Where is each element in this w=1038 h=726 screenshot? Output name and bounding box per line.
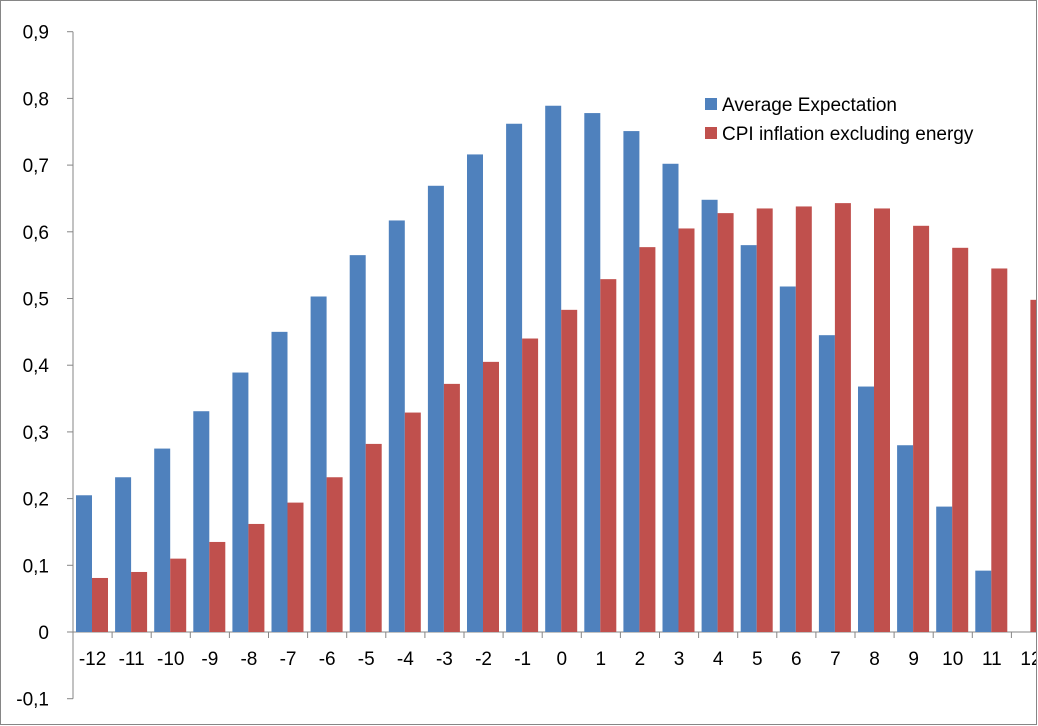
x-tick-label: -10: [157, 649, 184, 670]
y-tick-label: 0,9: [23, 23, 49, 44]
bar-series-2: [561, 309, 578, 632]
x-tick-label: 11: [982, 649, 1002, 670]
y-tick-label: 0,8: [23, 89, 49, 110]
bar-series-2: [639, 247, 656, 633]
bar-series-2: [600, 279, 617, 632]
x-tick-label: 9: [908, 649, 919, 670]
bar-series-2: [404, 412, 421, 632]
legend-label: Average Expectation: [722, 95, 897, 116]
y-tick-label: 0,3: [23, 423, 49, 444]
bar-series-1: [740, 245, 757, 632]
bar-series-1: [701, 199, 718, 632]
bar-series-1: [779, 286, 796, 632]
y-axis: -0,1 0 0,1 0,2 0,3 0,4 0,5 0,6 0,7 0,8 0,9: [16, 23, 74, 711]
x-tick-label: 0: [556, 649, 567, 670]
bar-series-1: [545, 105, 562, 632]
x-tick-label: 2: [635, 649, 646, 670]
x-tick-label: 5: [752, 649, 763, 670]
bar-series-2: [834, 203, 851, 632]
x-tick-label: 6: [791, 649, 802, 670]
bar-series-1: [936, 506, 953, 632]
y-tick-label: 0: [38, 623, 49, 644]
bar-series-1: [349, 255, 366, 632]
x-tick-label: 10: [942, 649, 963, 670]
bar-series-2: [365, 443, 382, 632]
y-tick-label: 0,5: [23, 290, 49, 311]
legend: Average Expectation CPI inflation excludi…: [705, 95, 974, 145]
bar-series-1: [662, 163, 679, 633]
bar-series-1: [310, 296, 327, 632]
bar-series-1: [154, 448, 171, 632]
y-tick-label: 0,2: [23, 490, 49, 511]
bar-series-2: [756, 208, 773, 632]
legend-swatch: [705, 98, 717, 110]
bar-series-2: [92, 577, 108, 632]
y-tick-label: 0,7: [23, 156, 49, 177]
bar-series-1: [858, 386, 874, 632]
x-tick-label: -8: [240, 649, 257, 670]
bar-series-2: [913, 225, 930, 632]
bar-series-2: [1030, 299, 1036, 632]
bar-series-2: [874, 208, 890, 632]
bar-series-2: [795, 206, 812, 633]
x-tick-label: -2: [475, 649, 492, 670]
x-tick-label: 1: [596, 649, 607, 670]
bar-series-1: [584, 113, 601, 633]
y-tick-label: 0,1: [23, 556, 49, 577]
legend-label: CPI inflation excluding energy: [722, 124, 974, 145]
bar-series-1: [623, 131, 640, 632]
x-tick-label: -4: [397, 649, 414, 670]
x-tick-label: 4: [713, 649, 724, 670]
x-tick-label: -3: [436, 649, 453, 670]
x-tick-label: 7: [830, 649, 841, 670]
bar-series-2: [248, 523, 265, 632]
bar-series-2: [952, 247, 969, 633]
bar-series-1: [115, 477, 132, 632]
bar-series-1: [271, 331, 288, 632]
bar-series-1: [427, 185, 444, 633]
x-tick-label: -9: [201, 649, 218, 670]
x-tick-label: -12: [79, 649, 106, 670]
bar-series-2: [131, 571, 148, 632]
bar-series-2: [443, 383, 460, 632]
legend-swatch: [705, 127, 717, 139]
bar-series-1: [76, 495, 92, 632]
bar-series-1: [897, 445, 914, 632]
bar-series-1: [975, 570, 992, 632]
bar-series-1: [467, 154, 483, 633]
bar-series-2: [209, 541, 226, 632]
x-tick-label: -11: [119, 649, 145, 670]
x-tick-label: -1: [514, 649, 531, 670]
bar-series-1: [232, 372, 249, 632]
bar-series-2: [522, 338, 539, 632]
x-axis: -12 -11 -10 -9 -8 -7 -6 -5 -4 -3 -2 -1 0 1 2 3 4 5 6 7 8 9 10 1…: [72, 631, 1037, 670]
bars: [76, 105, 1036, 633]
y-tick-label: 0,4: [23, 356, 50, 377]
bar-series-2: [287, 502, 304, 632]
bar-series-2: [991, 268, 1008, 632]
bar-series-2: [170, 558, 187, 632]
bar-series-2: [717, 213, 734, 632]
x-tick-label: -7: [280, 649, 297, 670]
bar-series-1: [388, 220, 405, 632]
bar-series-1: [193, 411, 210, 632]
bar-series-2: [326, 477, 343, 632]
x-tick-label: -6: [319, 649, 336, 670]
y-tick-label: -0,1: [16, 690, 49, 711]
x-tick-label: 12: [1020, 649, 1037, 670]
x-tick-label: -5: [358, 649, 375, 670]
bar-series-2: [678, 228, 695, 632]
bar-series-1: [506, 123, 523, 632]
x-tick-label: 8: [869, 649, 880, 670]
bar-series-1: [818, 335, 835, 632]
x-tick-label: 3: [674, 649, 685, 670]
y-tick-label: 0,6: [23, 223, 49, 244]
bar-series-2: [483, 361, 499, 632]
